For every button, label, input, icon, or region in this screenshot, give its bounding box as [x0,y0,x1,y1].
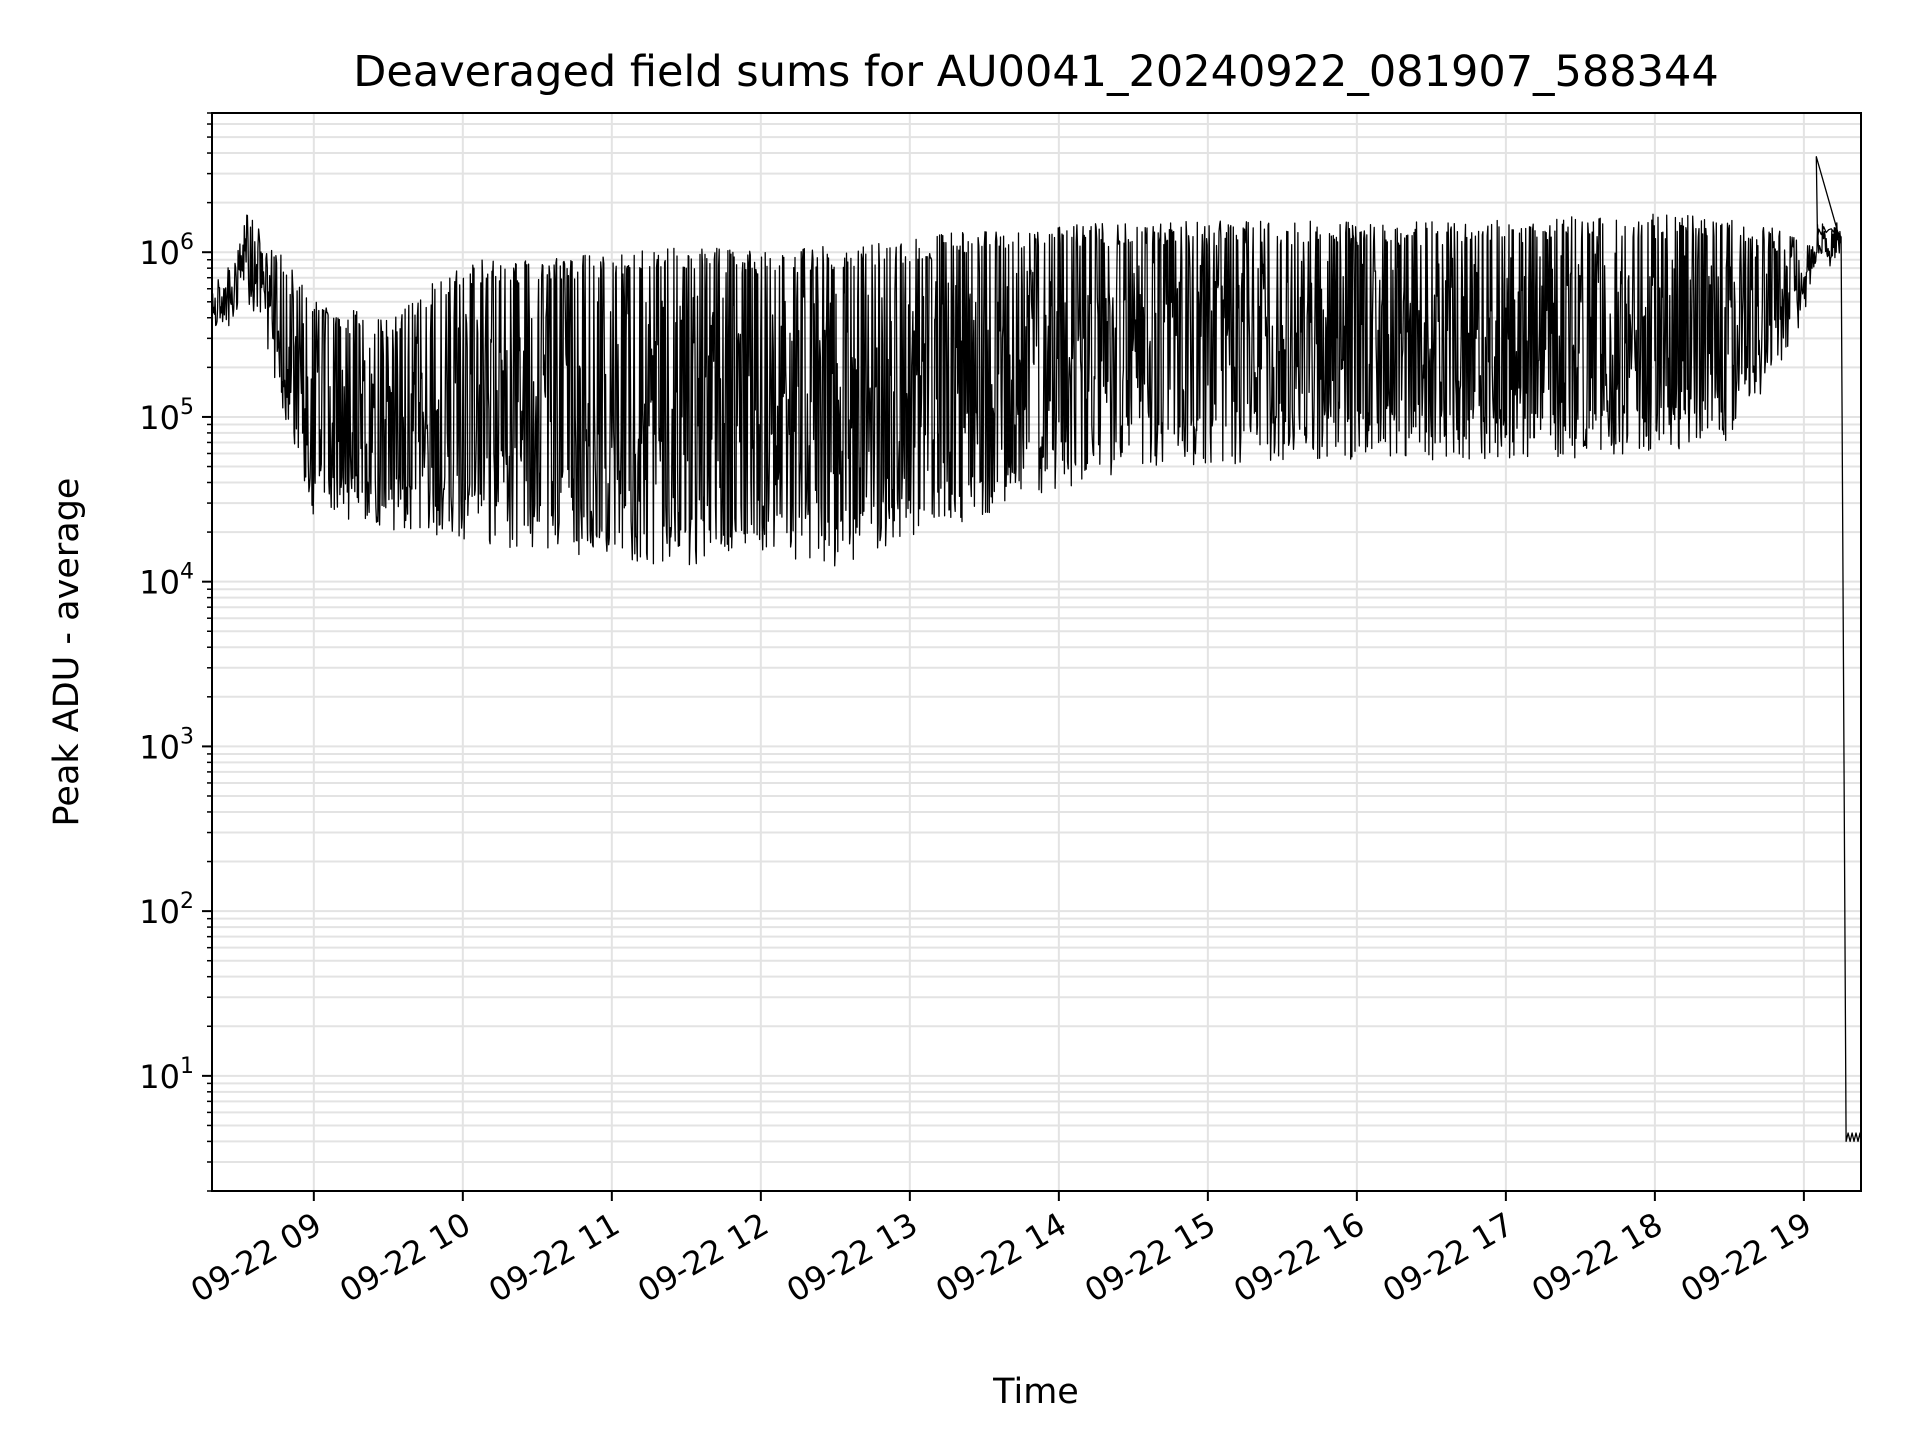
y-tick-label: 106 [139,230,194,272]
chart-title: Deaveraged field sums for AU0041_2024092… [353,47,1718,97]
x-tick-label: 09-22 16 [1227,1205,1371,1310]
y-tick-label: 102 [139,889,194,931]
y-tick-label: 103 [139,724,194,766]
x-tick-label: 09-22 13 [780,1205,924,1310]
ticks [202,112,1805,1201]
x-tick-label: 09-22 17 [1376,1205,1520,1310]
x-tick-label: 09-22 09 [184,1205,328,1310]
data-series [211,156,1862,1143]
x-axis-label: Time [992,1372,1079,1412]
x-tick-label: 09-22 10 [333,1205,477,1310]
x-tick-label: 09-22 15 [1078,1205,1222,1310]
y-tick-label: 104 [139,560,194,602]
plot-frame [211,112,1862,1192]
y-tick-label: 105 [139,395,194,437]
x-tick-label: 09-22 19 [1674,1205,1818,1310]
series-line [211,156,1862,1143]
y-tick-label: 101 [139,1054,194,1096]
y-axis-label: Peak ADU - average [47,478,87,827]
x-tick-label: 09-22 18 [1525,1205,1669,1310]
x-tick-label: 09-22 14 [929,1205,1073,1310]
x-tick-label: 09-22 12 [631,1205,775,1310]
x-tick-label: 09-22 11 [482,1205,626,1310]
